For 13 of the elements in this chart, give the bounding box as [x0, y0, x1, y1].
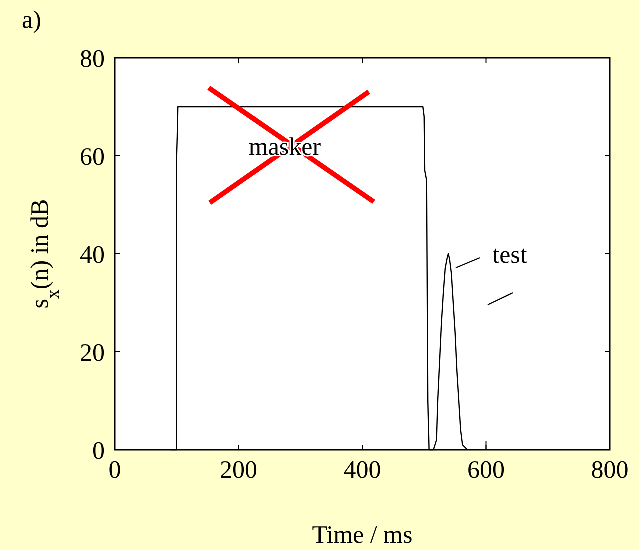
x-tick-label: 400 [344, 457, 382, 484]
x-tick-label: 0 [108, 457, 122, 484]
y-tick-label: 80 [80, 46, 105, 73]
x-tick-label: 800 [591, 457, 629, 484]
x-tick-label: 200 [220, 457, 258, 484]
y-tick-label: 40 [80, 242, 105, 269]
annotation: test [492, 242, 528, 269]
y-tick-label: 60 [80, 144, 105, 171]
y-tick-label: 0 [92, 438, 105, 465]
x-axis-title: Time / ms [312, 522, 413, 549]
x-tick-label: 600 [468, 457, 505, 484]
text: a) [22, 7, 42, 34]
y-tick-label: 20 [80, 340, 105, 367]
